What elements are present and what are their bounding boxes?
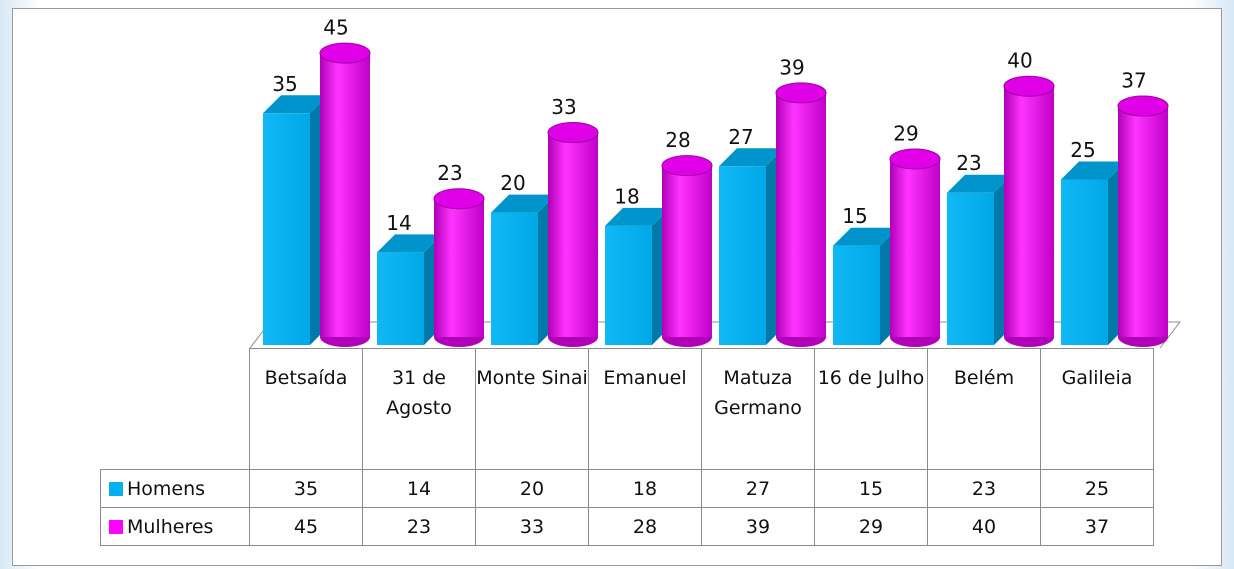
legend-cell: Mulheres [100, 507, 250, 546]
bar [719, 166, 766, 345]
category-label: 31 de Agosto [362, 348, 476, 470]
data-label: 37 [1121, 69, 1146, 93]
table-value: 23 [927, 469, 1041, 508]
row: Mulheres 45 23 33 28 39 29 40 37 [100, 507, 1154, 546]
category-label: 16 de Julho [814, 348, 928, 470]
bar [263, 113, 310, 345]
bar [833, 245, 880, 345]
bar [548, 132, 598, 337]
data-label: 14 [386, 211, 411, 235]
cylinder-top [319, 42, 371, 64]
table-value: 28 [588, 507, 702, 546]
bar-top [1061, 161, 1126, 180]
data-label: 18 [614, 184, 639, 208]
data-label: 23 [956, 151, 981, 175]
bar-top [377, 234, 442, 253]
data-label: 27 [728, 125, 753, 149]
data-label: 39 [779, 55, 804, 79]
table-value: 27 [701, 469, 815, 508]
bar-top [263, 95, 328, 114]
category-label: Galileia [1040, 348, 1154, 470]
category-label: Monte Sinai [475, 348, 589, 470]
bar [662, 165, 712, 337]
legend-label: Mulheres [127, 515, 214, 538]
table-value: 20 [475, 469, 589, 508]
table-value: 35 [249, 469, 363, 508]
bar-top [719, 148, 784, 167]
table-value: 37 [1040, 507, 1154, 546]
data-label: 28 [665, 128, 690, 152]
cylinder-top [889, 148, 941, 170]
header-row: Betsaída 31 de Agosto Monte Sinai Emanuel Ma… [101, 348, 1154, 470]
cylinder-top [775, 82, 827, 104]
table-value: 14 [362, 469, 476, 508]
legend-label: Homens [127, 477, 206, 500]
bar [890, 159, 940, 337]
data-label: 20 [500, 171, 525, 195]
category-label: Betsaída [249, 348, 363, 470]
bar [320, 53, 370, 337]
data-label: 23 [437, 161, 462, 185]
bar [491, 212, 538, 345]
data-label: 15 [842, 204, 867, 228]
table-value: 15 [814, 469, 928, 508]
cylinder-top [547, 122, 599, 144]
bar [434, 198, 484, 337]
bar-top [491, 194, 556, 213]
table-value: 29 [814, 507, 928, 546]
legend-cell: Homens [100, 469, 250, 508]
data-label: 33 [551, 95, 576, 119]
table-value: 39 [701, 507, 815, 546]
data-label: 40 [1007, 49, 1032, 73]
data-label: 25 [1070, 138, 1095, 162]
bar [1118, 106, 1168, 337]
row: Homens 35 14 20 18 27 15 23 25 [100, 469, 1154, 508]
bar-top [605, 207, 670, 226]
table-value: 23 [362, 507, 476, 546]
table-value: 18 [588, 469, 702, 508]
bar [1061, 179, 1108, 345]
legend-swatch [109, 519, 123, 534]
bar-top [947, 174, 1012, 193]
bar [1004, 86, 1054, 337]
category-label: Emanuel [588, 348, 702, 470]
corner [101, 349, 250, 470]
bar [605, 225, 652, 345]
table-value: 25 [1040, 469, 1154, 508]
table-value: 45 [249, 507, 363, 546]
data-label: 29 [893, 122, 918, 146]
table-value: 40 [927, 507, 1041, 546]
data-label: 45 [323, 16, 348, 40]
cylinder-top [433, 188, 485, 210]
bar [947, 192, 994, 345]
table-value: 33 [475, 507, 589, 546]
bar [377, 252, 424, 345]
cylinder-top [661, 155, 713, 177]
category-label: Matuza Germano [701, 348, 815, 470]
bar [776, 92, 826, 337]
data-label: 35 [272, 72, 297, 96]
bar-top [833, 227, 898, 246]
cylinder-top [1003, 75, 1055, 97]
data-table: Betsaída 31 de Agosto Monte Sinai Emanuel Ma… [100, 348, 1154, 546]
cylinder-top [1117, 95, 1169, 117]
legend-swatch [109, 481, 123, 496]
category-label: Belém [927, 348, 1041, 470]
